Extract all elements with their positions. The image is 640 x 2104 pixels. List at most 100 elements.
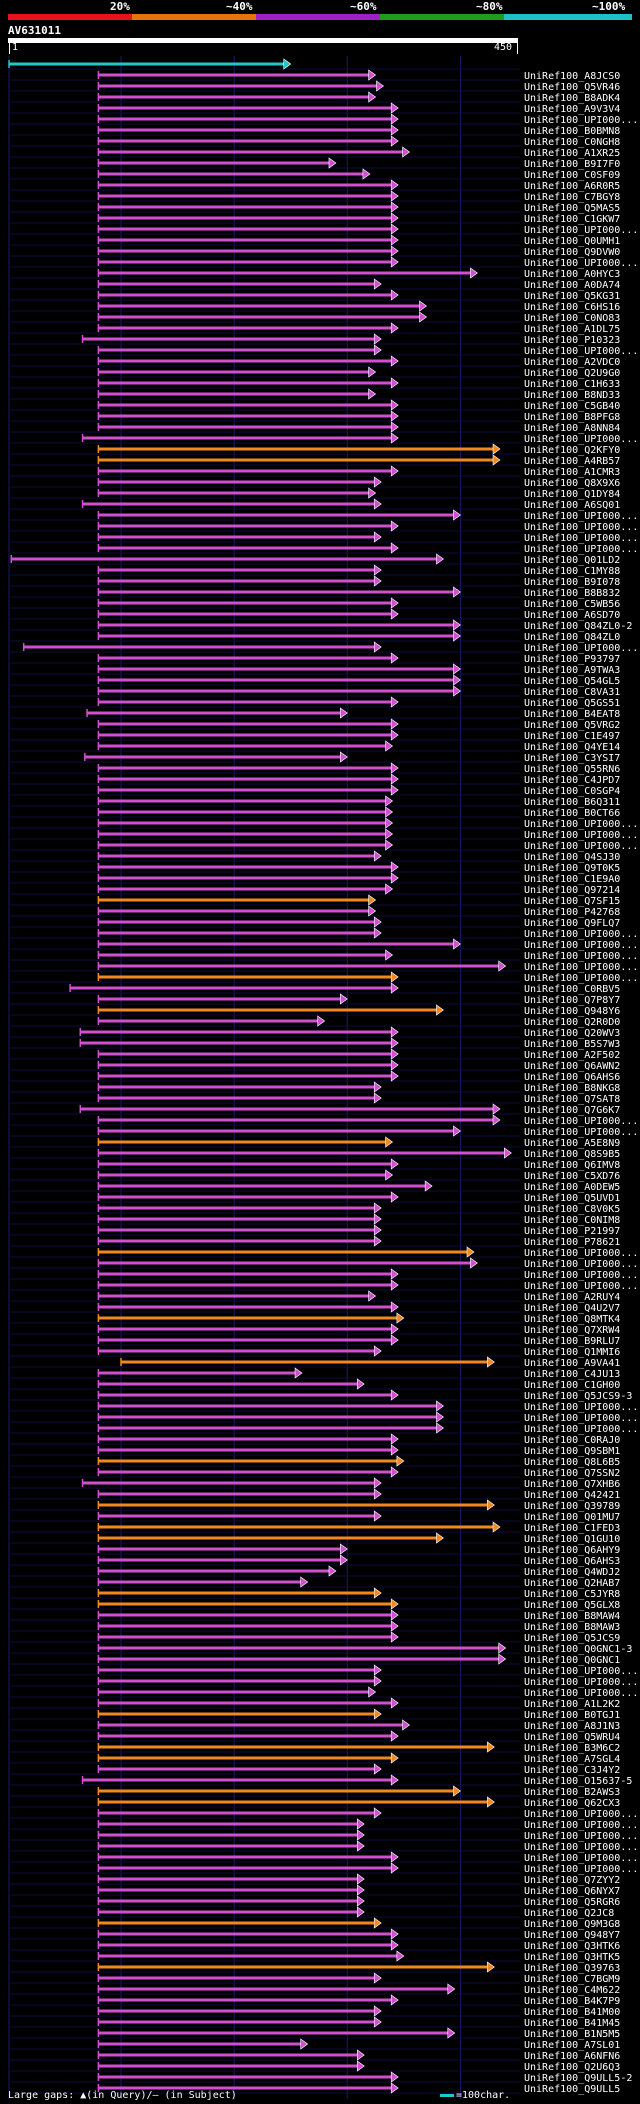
hit-label[interactable]: UniRef100_Q3HTK6: [524, 1941, 620, 1952]
hit-label[interactable]: UniRef100_Q9T0K5: [524, 863, 620, 874]
hit-label[interactable]: UniRef100_Q0GNC1: [524, 1655, 620, 1666]
hit-label[interactable]: UniRef100_Q4SJ30: [524, 852, 620, 863]
hit-label[interactable]: UniRef100_C0SGP4: [524, 786, 620, 797]
hit-label[interactable]: UniRef100_Q6AHS3: [524, 1556, 620, 1567]
hit-label[interactable]: UniRef100_B8MAW4: [524, 1611, 620, 1622]
hit-label[interactable]: UniRef100_Q9DVW0: [524, 247, 620, 258]
hit-label[interactable]: UniRef100_B8PFG8: [524, 412, 620, 423]
hit-label[interactable]: UniRef100_UPI000...: [524, 1666, 638, 1677]
hit-label[interactable]: UniRef100_UPI000...: [524, 830, 638, 841]
hit-label[interactable]: UniRef100_Q5VR46: [524, 82, 620, 93]
hit-label[interactable]: UniRef100_Q42421: [524, 1490, 620, 1501]
hit-label[interactable]: UniRef100_Q01MU7: [524, 1512, 620, 1523]
hit-label[interactable]: UniRef100_C5WB56: [524, 599, 620, 610]
hit-label[interactable]: UniRef100_Q62CX3: [524, 1798, 620, 1809]
hit-label[interactable]: UniRef100_C1GKW7: [524, 214, 620, 225]
hit-label[interactable]: UniRef100_Q948Y6: [524, 1006, 620, 1017]
hit-label[interactable]: UniRef100_Q7SF15: [524, 896, 620, 907]
hit-label[interactable]: UniRef100_C4M622: [524, 1985, 620, 1996]
hit-label[interactable]: UniRef100_UPI000...: [524, 951, 638, 962]
hit-label[interactable]: UniRef100_Q39763: [524, 1963, 620, 1974]
hit-label[interactable]: UniRef100_Q2U6Q3: [524, 2062, 620, 2073]
hit-label[interactable]: UniRef100_Q8S9B5: [524, 1149, 620, 1160]
hit-label[interactable]: UniRef100_Q2JC8: [524, 1908, 614, 1919]
hit-label[interactable]: UniRef100_UPI000...: [524, 1270, 638, 1281]
hit-label[interactable]: UniRef100_B1N5M5: [524, 2029, 620, 2040]
hit-label[interactable]: UniRef100_UPI000...: [524, 544, 638, 555]
hit-label[interactable]: UniRef100_UPI000...: [524, 940, 638, 951]
hit-label[interactable]: UniRef100_C1E497: [524, 731, 620, 742]
hit-label[interactable]: UniRef100_UPI000...: [524, 819, 638, 830]
hit-label[interactable]: UniRef100_Q1MMI6: [524, 1347, 620, 1358]
hit-label[interactable]: UniRef100_Q8X9X6: [524, 478, 620, 489]
hit-label[interactable]: UniRef100_Q9ULL5-2: [524, 2073, 632, 2084]
hit-label[interactable]: UniRef100_Q7XHB6: [524, 1479, 620, 1490]
hit-label[interactable]: UniRef100_UPI000...: [524, 1677, 638, 1688]
hit-label[interactable]: UniRef100_Q5VRG2: [524, 720, 620, 731]
hit-label[interactable]: UniRef100_C3J4Y2: [524, 1765, 620, 1776]
hit-label[interactable]: UniRef100_C0NIM8: [524, 1215, 620, 1226]
hit-label[interactable]: UniRef100_C1MY88: [524, 566, 620, 577]
hit-label[interactable]: UniRef100_UPI000...: [524, 533, 638, 544]
hit-label[interactable]: UniRef100_C5JYR8: [524, 1589, 620, 1600]
hit-label[interactable]: UniRef100_Q6AHY9: [524, 1545, 620, 1556]
hit-label[interactable]: UniRef100_A9VA41: [524, 1358, 620, 1369]
hit-label[interactable]: UniRef100_Q6IMV8: [524, 1160, 620, 1171]
hit-label[interactable]: UniRef100_Q5JCS9-3: [524, 1391, 632, 1402]
hit-label[interactable]: UniRef100_B2AWS3: [524, 1787, 620, 1798]
hit-label[interactable]: UniRef100_A5E8N9: [524, 1138, 620, 1149]
hit-label[interactable]: UniRef100_Q7ZYY2: [524, 1875, 620, 1886]
hit-label[interactable]: UniRef100_A9TWA3: [524, 665, 620, 676]
hit-label[interactable]: UniRef100_Q2KFY0: [524, 445, 620, 456]
hit-label[interactable]: UniRef100_Q3HTK5: [524, 1952, 620, 1963]
hit-label[interactable]: UniRef100_Q84ZL0: [524, 632, 620, 643]
hit-label[interactable]: UniRef100_B4EAT8: [524, 709, 620, 720]
hit-label[interactable]: UniRef100_B8NKG8: [524, 1083, 620, 1094]
hit-label[interactable]: UniRef100_B41M45: [524, 2018, 620, 2029]
hit-label[interactable]: UniRef100_Q2HAB7: [524, 1578, 620, 1589]
hit-label[interactable]: UniRef100_P21997: [524, 1226, 620, 1237]
hit-label[interactable]: UniRef100_C4JPD7: [524, 775, 620, 786]
hit-label[interactable]: UniRef100_C4JU13: [524, 1369, 620, 1380]
hit-label[interactable]: UniRef100_Q5WRU4: [524, 1732, 620, 1743]
hit-label[interactable]: UniRef100_Q39789: [524, 1501, 620, 1512]
hit-label[interactable]: UniRef100_UPI000...: [524, 1809, 638, 1820]
hit-label[interactable]: UniRef100_B41M00: [524, 2007, 620, 2018]
hit-label[interactable]: UniRef100_Q5KG31: [524, 291, 620, 302]
hit-label[interactable]: UniRef100_Q948Y7: [524, 1930, 620, 1941]
hit-label[interactable]: UniRef100_C3YSI7: [524, 753, 620, 764]
hit-label[interactable]: UniRef100_B9I7F0: [524, 159, 620, 170]
hit-label[interactable]: UniRef100_UPI000...: [524, 1259, 638, 1270]
hit-label[interactable]: UniRef100_C0SF09: [524, 170, 620, 181]
hit-label[interactable]: UniRef100_Q7XRW4: [524, 1325, 620, 1336]
hit-label[interactable]: UniRef100_UPI000...: [524, 929, 638, 940]
hit-label[interactable]: UniRef100_P78621: [524, 1237, 620, 1248]
hit-label[interactable]: UniRef100_Q01LD2: [524, 555, 620, 566]
hit-label[interactable]: UniRef100_Q2U9G0: [524, 368, 620, 379]
hit-label[interactable]: UniRef100_B8B832: [524, 588, 620, 599]
hit-label[interactable]: UniRef100_Q9ULL5: [524, 2084, 620, 2095]
hit-label[interactable]: UniRef100_A2RUY4: [524, 1292, 620, 1303]
hit-label[interactable]: UniRef100_B5S7W3: [524, 1039, 620, 1050]
hit-label[interactable]: UniRef100_A6SD70: [524, 610, 620, 621]
hit-label[interactable]: UniRef100_Q54GL5: [524, 676, 620, 687]
hit-label[interactable]: UniRef100_Q2R0D0: [524, 1017, 620, 1028]
hit-label[interactable]: UniRef100_A8JCS0: [524, 71, 620, 82]
hit-label[interactable]: UniRef100_Q5RGR6: [524, 1897, 620, 1908]
hit-label[interactable]: UniRef100_C6HS16: [524, 302, 620, 313]
hit-label[interactable]: UniRef100_UPI000...: [524, 1864, 638, 1875]
hit-label[interactable]: UniRef100_UPI000...: [524, 1127, 638, 1138]
hit-label[interactable]: UniRef100_UPI000...: [524, 962, 638, 973]
hit-label[interactable]: UniRef100_Q4U2V7: [524, 1303, 620, 1314]
hit-label[interactable]: UniRef100_A4RB57: [524, 456, 620, 467]
hit-label[interactable]: UniRef100_UPI000...: [524, 511, 638, 522]
hit-label[interactable]: UniRef100_Q7SAT8: [524, 1094, 620, 1105]
hit-label[interactable]: UniRef100_P42768: [524, 907, 620, 918]
hit-label[interactable]: UniRef100_A7SL01: [524, 2040, 620, 2051]
hit-label[interactable]: UniRef100_A0DA74: [524, 280, 620, 291]
hit-label[interactable]: UniRef100_Q7G6K7: [524, 1105, 620, 1116]
hit-label[interactable]: UniRef100_B6Q311: [524, 797, 620, 808]
hit-label[interactable]: UniRef100_C7BGM9: [524, 1974, 620, 1985]
hit-label[interactable]: UniRef100_Q1GU10: [524, 1534, 620, 1545]
hit-label[interactable]: UniRef100_UPI000...: [524, 346, 638, 357]
